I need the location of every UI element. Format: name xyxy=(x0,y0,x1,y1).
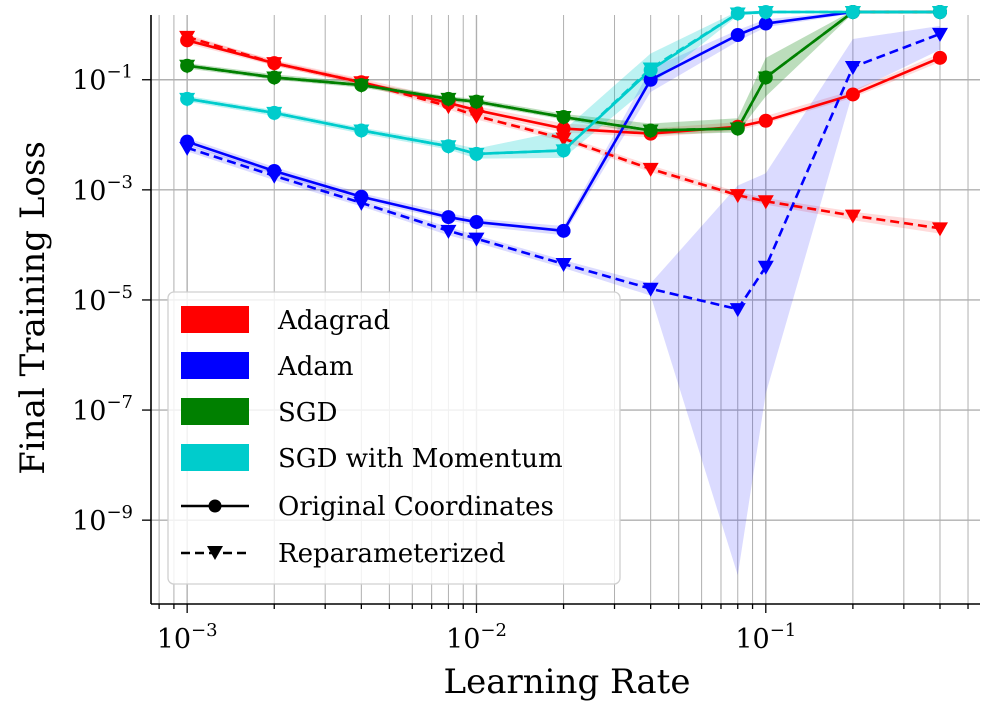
point-adam-original-coordinates xyxy=(469,215,484,230)
legend-swatch-adam xyxy=(181,352,249,379)
legend-box xyxy=(167,291,621,585)
point-sgd-reparameterized xyxy=(757,71,774,86)
y-tick-exponent: −5 xyxy=(106,282,133,303)
point-sgd-with-momentum-reparameterized xyxy=(468,147,485,162)
point-adagrad-reparameterized xyxy=(642,162,659,177)
line-adagrad-reparameterized xyxy=(186,35,941,230)
point-adagrad-reparameterized xyxy=(179,30,196,45)
point-adam-reparameterized xyxy=(555,257,572,272)
point-adagrad-reparameterized xyxy=(555,132,572,147)
y-tick-exponent: −1 xyxy=(106,62,133,83)
legend-label-reparameterized: Reparameterized xyxy=(278,539,505,569)
point-sgd-with-momentum-reparameterized xyxy=(729,7,746,22)
point-sgd-with-momentum-reparameterized xyxy=(844,6,861,21)
point-adam-reparameterized xyxy=(468,232,485,247)
point-sgd-with-momentum-reparameterized xyxy=(440,140,457,155)
x-tick-base: 10 xyxy=(157,624,191,655)
x-tick-exponent: −3 xyxy=(191,620,218,641)
band-adagrad-reparameterized xyxy=(187,34,940,234)
legend-label-sgd: SGD xyxy=(278,398,337,428)
point-adam-reparameterized xyxy=(266,169,283,184)
x-tick-base: 10 xyxy=(735,624,769,655)
point-adam-reparameterized xyxy=(440,224,457,239)
y-tick-base: 10 xyxy=(72,176,106,207)
legend-swatch-sgd xyxy=(181,398,249,425)
point-sgd-reparameterized xyxy=(729,122,746,137)
y-tick-base: 10 xyxy=(72,396,106,427)
x-tick-label: 10−1 xyxy=(735,620,796,655)
y-tick-label: 10−1 xyxy=(72,62,133,97)
point-adam-original-coordinates xyxy=(556,223,571,238)
y-tick-labels: 10−110−310−510−710−9 xyxy=(72,62,133,537)
band-adam-reparameterized xyxy=(187,25,940,576)
point-adagrad-reparameterized xyxy=(757,195,774,210)
point-adagrad-original-coordinates xyxy=(758,113,773,128)
legend-label-adagrad: Adagrad xyxy=(277,306,390,336)
point-sgd-reparameterized xyxy=(555,111,572,126)
point-adam-reparameterized xyxy=(179,141,196,156)
legend-marker-circle xyxy=(208,499,222,513)
x-tick-labels: 10−3 10−2 10−1 xyxy=(157,620,797,655)
point-sgd-with-momentum-reparameterized xyxy=(555,144,572,159)
point-sgd-with-momentum-reparameterized xyxy=(179,92,196,107)
point-adagrad-reparameterized xyxy=(844,209,861,224)
point-sgd-reparameterized xyxy=(179,59,196,74)
y-tick-exponent: −9 xyxy=(106,502,133,523)
point-adagrad-original-coordinates xyxy=(556,121,571,136)
point-sgd-reparameterized xyxy=(468,95,485,110)
y-axis-title: Final Training Loss xyxy=(13,141,53,475)
point-adam-reparameterized xyxy=(353,196,370,211)
x-tick-exponent: −1 xyxy=(770,620,797,641)
point-adagrad-reparameterized xyxy=(931,222,948,237)
point-sgd-reparameterized xyxy=(266,71,283,86)
point-adam-original-coordinates xyxy=(758,16,773,31)
y-tick-label: 10−5 xyxy=(72,282,133,317)
point-sgd-with-momentum-reparameterized xyxy=(642,62,659,77)
point-sgd-reparameterized xyxy=(642,124,659,139)
point-sgd-reparameterized xyxy=(353,79,370,94)
legend-label-adam: Adam xyxy=(277,352,354,382)
x-tick-label: 10−3 xyxy=(157,620,218,655)
point-sgd-with-momentum-reparameterized xyxy=(266,106,283,121)
y-tick-exponent: −3 xyxy=(106,172,133,193)
series-markers xyxy=(179,5,948,318)
y-tick-base: 10 xyxy=(72,66,106,97)
point-adagrad-reparameterized xyxy=(729,189,746,204)
point-adam-original-coordinates xyxy=(730,27,745,42)
point-adam-reparameterized xyxy=(642,282,659,297)
legend-swatch-sgd-momentum xyxy=(181,444,249,471)
point-sgd-with-momentum-reparameterized xyxy=(757,6,774,21)
point-sgd-reparameterized xyxy=(440,92,457,107)
y-tick-label: 10−9 xyxy=(72,502,133,537)
legend-swatch-adagrad xyxy=(181,306,249,333)
point-adam-reparameterized xyxy=(729,303,746,318)
y-tick-exponent: −7 xyxy=(106,392,133,413)
y-tick-base: 10 xyxy=(72,286,106,317)
x-tick-base: 10 xyxy=(446,624,480,655)
legend-label-sgd-momentum: SGD with Momentum xyxy=(278,444,563,474)
point-adam-original-coordinates xyxy=(441,210,456,225)
legend-marker-triangle xyxy=(207,546,223,560)
legend-label-original: Original Coordinates xyxy=(278,492,554,522)
x-tick-exponent: −2 xyxy=(480,620,507,641)
x-tick-label: 10−2 xyxy=(446,620,507,655)
y-tick-label: 10−7 xyxy=(72,392,133,427)
point-adam-reparameterized xyxy=(844,61,861,76)
point-adagrad-original-coordinates xyxy=(932,50,947,65)
point-adam-reparameterized xyxy=(931,27,948,42)
point-sgd-with-momentum-reparameterized xyxy=(353,124,370,139)
x-axis-title: Learning Rate xyxy=(444,662,691,702)
point-sgd-with-momentum-reparameterized xyxy=(931,6,948,21)
point-adam-reparameterized xyxy=(757,260,774,275)
legend: Adagrad Adam SGD SGD with Momentum Origi… xyxy=(167,291,621,585)
axes xyxy=(142,15,980,613)
point-adagrad-original-coordinates xyxy=(845,87,860,102)
y-tick-base: 10 xyxy=(72,506,106,537)
point-adam-original-coordinates xyxy=(643,72,658,87)
point-adagrad-reparameterized xyxy=(468,109,485,124)
y-tick-label: 10−3 xyxy=(72,172,133,207)
point-adagrad-reparameterized xyxy=(266,57,283,72)
